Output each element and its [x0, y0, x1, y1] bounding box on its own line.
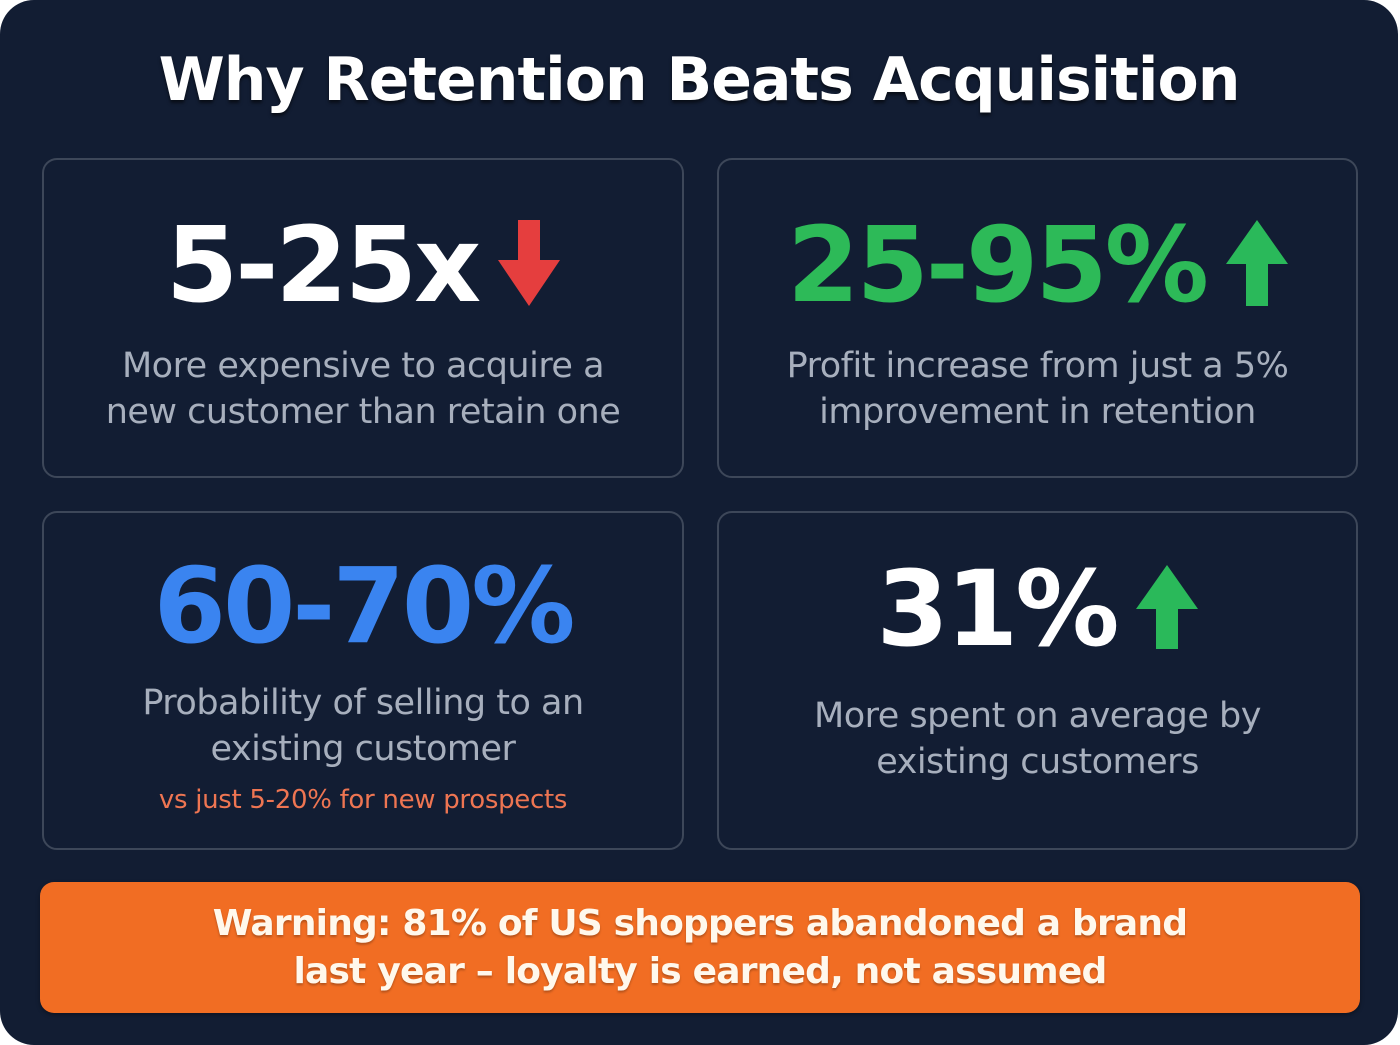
arrow-up-icon — [1225, 219, 1288, 311]
warning-line: last year – loyalty is earned, not assum… — [293, 950, 1108, 992]
description-line: Profit increase from just a 5% — [786, 346, 1289, 386]
warning-banner: Warning: 81% of US shoppers abandoned a … — [40, 882, 1360, 1013]
stat-value: 31% — [876, 548, 1120, 670]
description-line: More expensive to acquire a — [121, 346, 605, 386]
stat-description: More expensive to acquire a new customer… — [44, 343, 682, 435]
stat-value: 25-95% — [787, 204, 1209, 326]
stat-description: More spent on average by existing custom… — [719, 693, 1356, 785]
stat-row: 60-70% — [44, 551, 682, 661]
stat-row: 25-95% — [719, 210, 1356, 320]
arrow-up-icon — [1136, 564, 1199, 654]
warning-line: Warning: 81% of US shoppers abandoned a … — [212, 902, 1188, 944]
stat-card-customer-spend: 31% More spent on average by existing cu… — [717, 511, 1358, 850]
description-line: improvement in retention — [819, 392, 1256, 432]
stat-description: Profit increase from just a 5% improveme… — [719, 343, 1356, 435]
warning-text: Warning: 81% of US shoppers abandoned a … — [212, 900, 1188, 996]
stat-card-selling-probability: 60-70% Probability of selling to an exis… — [42, 511, 684, 850]
stat-value: 5-25x — [165, 204, 481, 326]
stat-row: 5-25x — [44, 210, 682, 320]
stat-value: 60-70% — [153, 545, 576, 667]
stat-card-profit-increase: 25-95% Profit increase from just a 5% im… — [717, 158, 1358, 478]
description-line: existing customer — [210, 729, 516, 769]
arrow-down-icon — [498, 219, 561, 311]
description-line: existing customers — [876, 742, 1199, 782]
description-line: new customer than retain one — [105, 392, 621, 432]
stat-card-acquisition-cost: 5-25x More expensive to acquire a new cu… — [42, 158, 684, 478]
description-line: More spent on average by — [814, 696, 1261, 736]
stat-comparison-note: vs just 5-20% for new prospects — [158, 785, 568, 815]
stat-description: Probability of selling to an existing cu… — [44, 680, 682, 772]
description-line: Probability of selling to an — [142, 683, 584, 723]
page-title: Why Retention Beats Acquisition — [158, 45, 1241, 115]
stat-row: 31% — [719, 554, 1356, 664]
